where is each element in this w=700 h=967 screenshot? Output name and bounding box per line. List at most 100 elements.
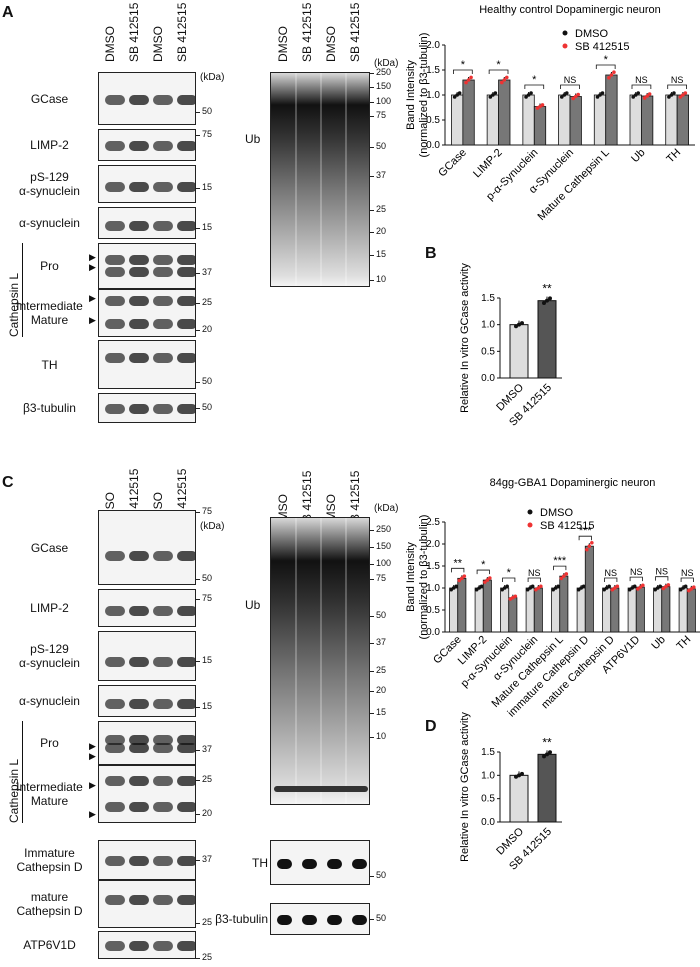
kda-marker: 150: [376, 541, 392, 551]
data-point: [525, 587, 530, 592]
blot-gcase: [98, 510, 196, 585]
data-point: [485, 578, 490, 582]
y-tick-label: 0.0: [481, 373, 495, 384]
band: [153, 743, 173, 754]
blot-label-line: GCase: [30, 91, 69, 106]
bar: [576, 587, 586, 633]
significance-bracket: [524, 84, 545, 89]
lane-label: SB 412515: [127, 2, 141, 62]
significance-label: **: [542, 735, 552, 749]
band: [105, 353, 125, 364]
band: [129, 657, 149, 667]
data-point: [573, 94, 578, 99]
data-point: [576, 587, 581, 592]
y-tick-label: 1.0: [426, 90, 440, 101]
legend-marker: [562, 43, 568, 49]
band: [129, 801, 149, 812]
blot-label: pS-129 α-synuclein: [5, 642, 94, 670]
y-axis-label: Band Intensity(normalized to β3-tubulin): [405, 33, 430, 158]
kda-marker: 20: [202, 808, 213, 819]
bar: [457, 577, 467, 633]
band: [105, 856, 125, 866]
data-point: [502, 586, 507, 590]
band: [129, 743, 149, 754]
data-point: [548, 750, 552, 755]
kda-tick: [196, 272, 200, 274]
significance-bracket: [631, 84, 652, 89]
band: [177, 404, 195, 414]
band: [153, 404, 173, 414]
significance-bracket: [476, 569, 490, 575]
bar: [610, 587, 620, 633]
band: [105, 94, 125, 105]
blot-label-line: Immature: [24, 846, 75, 860]
kda-marker: 37: [376, 170, 387, 180]
blot-label: β3-tubulin: [5, 401, 94, 415]
data-point: [502, 78, 507, 82]
data-point: [664, 584, 668, 589]
band: [105, 295, 125, 306]
significance-bracket: [502, 577, 516, 582]
lane-separator: [295, 518, 297, 804]
band: [153, 255, 173, 266]
data-point: [556, 584, 560, 589]
kda-tick: [196, 227, 200, 229]
legend-marker: [562, 30, 568, 36]
data-point: [669, 93, 674, 97]
blot-label-line: α-synuclein: [19, 694, 80, 708]
blot-th: [98, 340, 196, 389]
data-point: [667, 95, 671, 99]
bar: [627, 587, 637, 633]
band: [153, 801, 173, 812]
band: [153, 657, 173, 667]
data-point: [598, 93, 602, 97]
band: [105, 266, 125, 277]
bar: [558, 94, 571, 146]
blot-label: α-synuclein: [5, 216, 94, 230]
band: [177, 801, 195, 812]
bar: [678, 587, 688, 633]
band: [129, 266, 149, 277]
kda-tick: [370, 547, 374, 548]
band: [129, 94, 149, 105]
kda-marker: 15: [202, 655, 213, 665]
significance-label: *: [481, 559, 486, 571]
legend-entry: SB 412515: [575, 41, 629, 53]
blot-label-line: LIMP-2: [30, 138, 69, 152]
y-tick-label: 0.5: [481, 346, 495, 357]
data-point: [681, 586, 685, 590]
bar: [533, 106, 547, 146]
lane-label: SB 412515: [300, 2, 314, 62]
data-point: [491, 93, 495, 97]
data-point: [545, 752, 549, 757]
arrow-icon: ▶: [89, 315, 96, 325]
kda-marker: 25: [202, 917, 213, 928]
lane-separator: [320, 518, 322, 804]
data-point: [530, 584, 535, 589]
data-point: [455, 93, 459, 97]
significance-label: ***: [579, 525, 593, 537]
blot-label-ub: Ub: [245, 132, 261, 147]
bar: [635, 586, 645, 633]
kda-label: (kDa): [374, 58, 399, 69]
blot-intermediate-mature: [98, 765, 196, 823]
cathepsin-label: Cathepsin L: [7, 272, 21, 337]
blot-pro: [98, 243, 196, 289]
kda-tick: [370, 255, 374, 256]
y-tick-label: 2.0: [426, 539, 440, 550]
data-point: [553, 586, 558, 590]
kda-marker: 100: [376, 558, 392, 568]
kda-marker: 37: [202, 266, 213, 277]
band: [352, 915, 367, 925]
data-point: [602, 587, 606, 592]
significance-label: **: [542, 282, 552, 296]
kda-marker: 75: [376, 110, 387, 120]
chart-title: 84gg-GBA1 Dopaminergic neuron: [490, 477, 656, 489]
y-tick-label: 0.5: [481, 794, 495, 805]
data-point: [595, 95, 600, 99]
data-point: [612, 70, 616, 74]
blot-label-line: Mature: [30, 794, 69, 808]
band: [177, 895, 195, 906]
band: [129, 775, 149, 786]
data-point: [615, 584, 620, 589]
